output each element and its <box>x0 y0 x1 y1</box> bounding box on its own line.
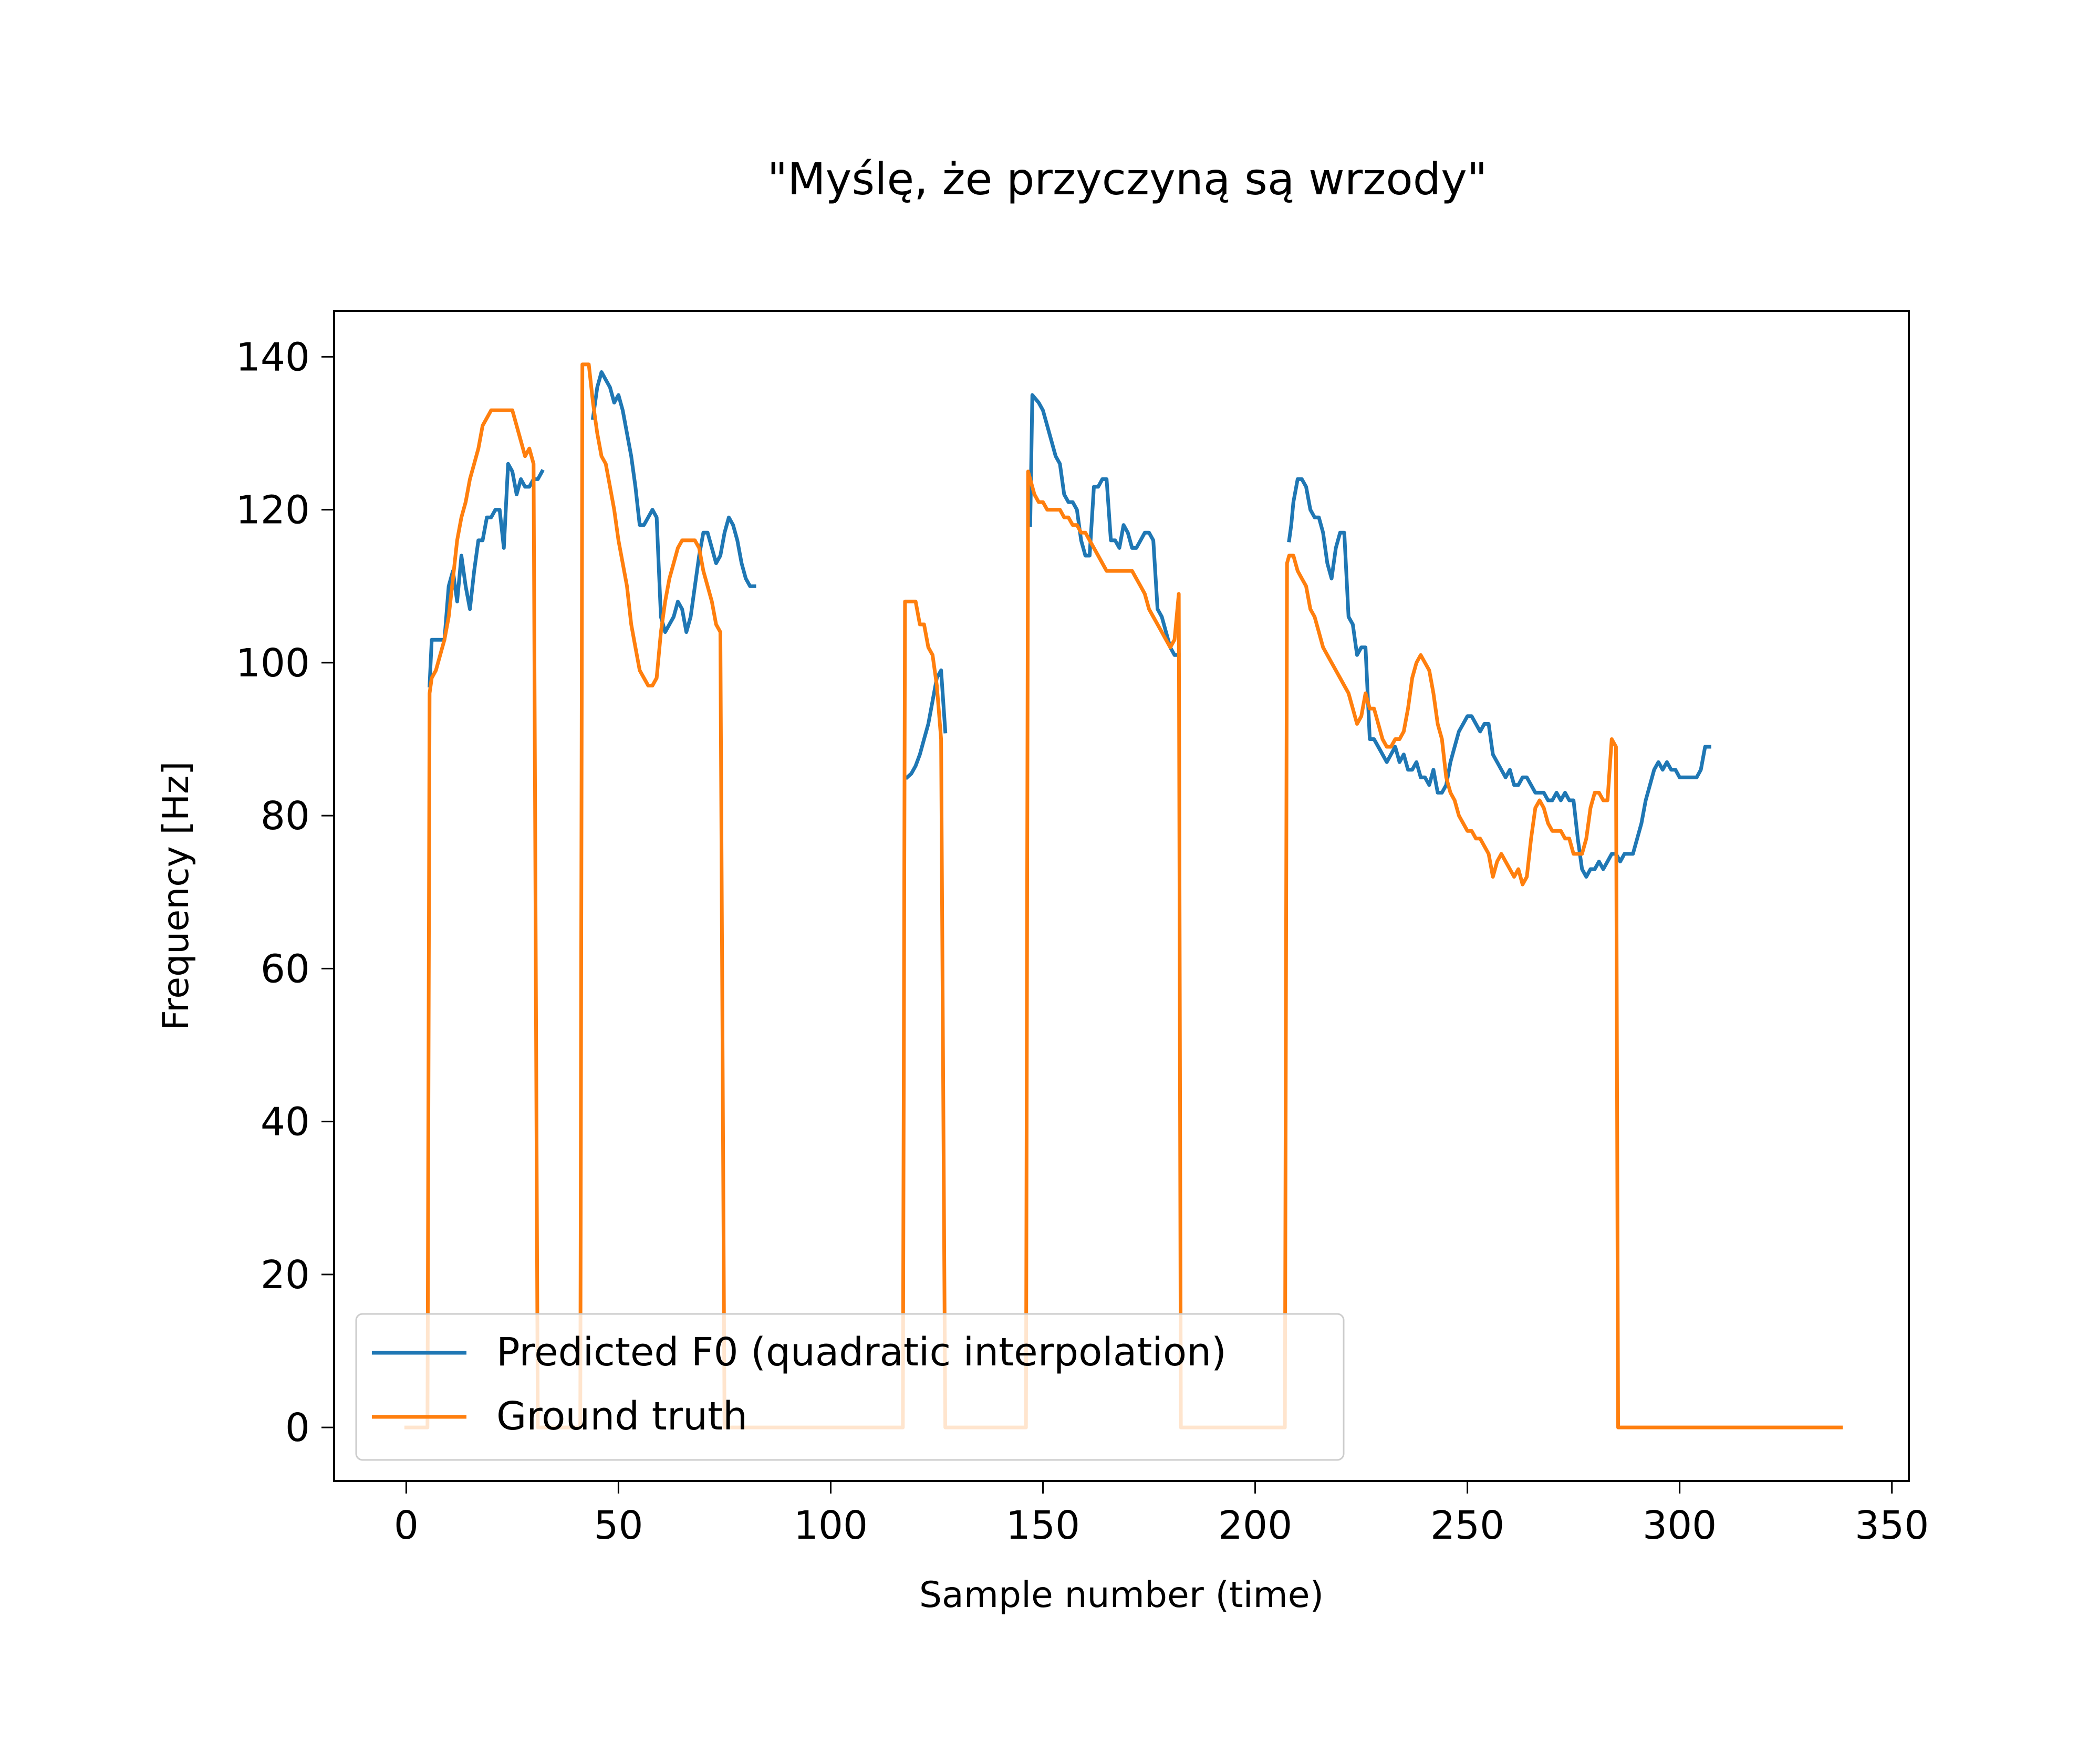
legend: Predicted F0 (quadratic interpolation) G… <box>355 1313 1345 1461</box>
y-tick-label-80: 80 <box>261 794 310 839</box>
x-tick-label-200: 200 <box>1218 1503 1292 1548</box>
y-tick-label-120: 120 <box>236 488 310 533</box>
chart-title: "Myślę, że przyczyną są wrzody" <box>767 153 1488 205</box>
y-tick-label-100: 100 <box>236 641 310 686</box>
x-tick-label-350: 350 <box>1855 1503 1929 1548</box>
legend-frame <box>355 1313 1345 1461</box>
x-tick-label-0: 0 <box>394 1503 419 1548</box>
y-axis-label: Frequency [Hz] <box>155 761 197 1031</box>
x-tick-label-50: 50 <box>594 1503 643 1548</box>
series-predicted-segment-3 <box>1028 393 1181 657</box>
y-tick-label-140: 140 <box>236 335 310 380</box>
axes-background <box>334 311 1909 1481</box>
series-predicted-segment-2 <box>904 668 948 780</box>
x-tick-label-300: 300 <box>1643 1503 1717 1548</box>
y-tick-label-0: 0 <box>285 1405 310 1450</box>
x-tick-label-250: 250 <box>1430 1503 1504 1548</box>
series-predicted-segment-1 <box>590 370 756 634</box>
series-predicted-segment-4 <box>1287 477 1711 879</box>
legend-label-ground-truth: Ground truth <box>496 1394 747 1439</box>
axes-frame <box>333 310 1910 1482</box>
series-ground-truth-segment-0 <box>404 362 1843 1429</box>
x-axis-label: Sample number (time) <box>919 1574 1324 1616</box>
y-tick-label-20: 20 <box>261 1252 310 1298</box>
y-axis: 0 20 40 60 80 100 120 140 <box>236 335 334 1450</box>
x-axis: 0 50 100 150 200 250 300 350 <box>394 1481 1929 1548</box>
x-tick-label-150: 150 <box>1006 1503 1080 1548</box>
y-tick-label-60: 60 <box>261 946 310 991</box>
legend-label-predicted: Predicted F0 (quadratic interpolation) <box>496 1330 1227 1375</box>
y-tick-label-40: 40 <box>261 1100 310 1145</box>
series-predicted-segment-0 <box>428 462 545 688</box>
plot-area <box>333 310 1910 1482</box>
series-lines <box>404 362 1843 1429</box>
x-tick-label-100: 100 <box>794 1503 868 1548</box>
